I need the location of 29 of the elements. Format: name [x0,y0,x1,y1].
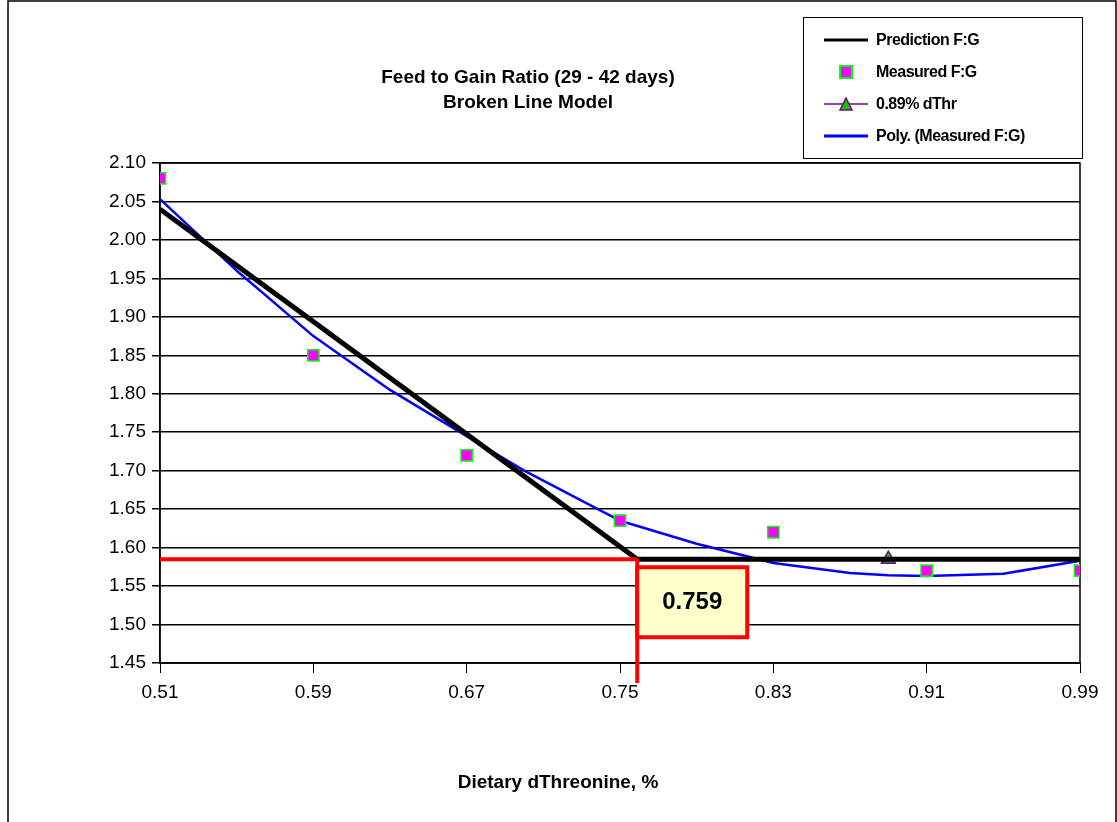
y-tick-label: 1.70 [109,458,146,480]
y-tick-label: 1.90 [109,305,146,327]
y-tick-label: 2.05 [109,189,146,211]
legend-label: Measured F:G [876,63,977,81]
chart-subtitle: Broken Line Model [443,91,613,113]
x-tick-label: 0.91 [908,680,946,702]
x-tick-label: 0.67 [448,680,486,702]
y-tick-label: 1.45 [109,651,146,673]
y-tick-label: 1.65 [109,497,146,519]
chart-title: Feed to Gain Ratio (29 - 42 days) [381,66,675,88]
y-tick-label: 2.00 [109,228,146,250]
x-tick-label: 0.75 [601,680,639,702]
legend-label: Poly. (Measured F:G) [876,127,1025,145]
y-tick-label: 1.55 [109,574,146,596]
x-tick-label: 0.59 [294,680,332,702]
y-tick-label: 2.10 [109,151,146,173]
y-tick-label: 1.60 [109,535,146,557]
x-axis-title: Dietary dThreonine, % [457,771,659,793]
y-tick-label: 1.75 [109,420,146,442]
ref-line-label: 0.759 [662,586,723,614]
y-tick-label: 1.95 [109,266,146,288]
y-tick-label: 1.80 [109,382,146,403]
legend-label: Prediction F:G [876,31,980,49]
y-tick-label: 1.85 [109,343,146,365]
y-tick-label: 1.50 [109,612,146,634]
x-tick-label: 0.83 [754,680,792,702]
x-tick-label: 0.99 [1061,680,1099,702]
x-tick-label: 0.51 [141,680,179,702]
legend-label: 0.89% dThr [876,95,957,113]
